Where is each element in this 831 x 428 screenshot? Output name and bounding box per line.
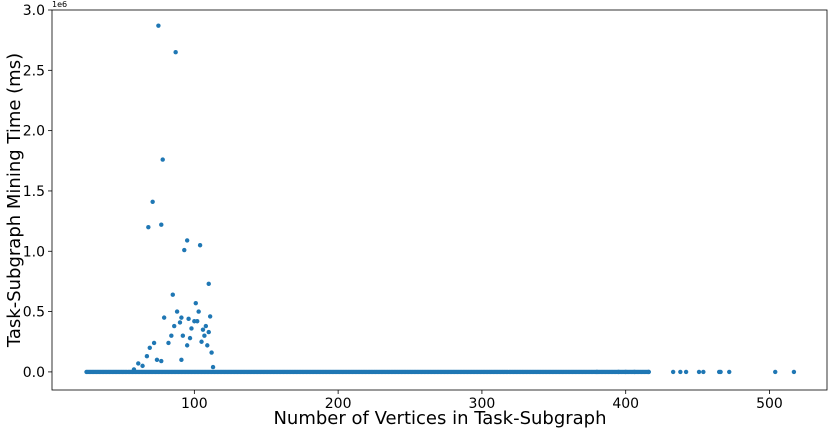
- data-point: [616, 369, 621, 375]
- data-point: [202, 333, 207, 338]
- y-axis-ticks: 0.0 0.5 1.0 1.5 2.0 2.5 3.0: [23, 3, 52, 381]
- x-axis-ticks: 100 200 300 400 500: [181, 390, 783, 412]
- y-tick-label: 2.0: [23, 124, 45, 140]
- data-point: [154, 357, 160, 363]
- data-point: [136, 361, 141, 366]
- data-point: [209, 350, 214, 355]
- x-tick-label: 200: [325, 396, 352, 412]
- y-tick-label: 1.5: [23, 184, 45, 200]
- data-point: [196, 309, 201, 314]
- y-offset-label: 1e6: [52, 0, 67, 9]
- data-point: [727, 369, 732, 375]
- data-point: [773, 369, 778, 375]
- y-tick-label: 1.0: [23, 244, 45, 260]
- data-point: [203, 323, 209, 329]
- data-point: [144, 354, 150, 359]
- data-point: [147, 345, 152, 350]
- data-point: [182, 247, 187, 253]
- data-point: [179, 357, 184, 363]
- data-point: [187, 335, 193, 341]
- y-tick-label: 2.5: [23, 63, 45, 79]
- data-point: [172, 323, 177, 329]
- data-point: [632, 369, 637, 375]
- data-point: [197, 243, 203, 248]
- data-point: [791, 369, 797, 375]
- data-point: [169, 333, 174, 338]
- y-tick-label: 0.0: [23, 365, 45, 381]
- data-point: [174, 309, 180, 314]
- data-point: [594, 369, 600, 375]
- data-point: [193, 300, 198, 306]
- x-tick-label: 400: [612, 396, 639, 412]
- data-point: [184, 343, 190, 348]
- data-point: [150, 199, 155, 205]
- data-point: [180, 333, 186, 338]
- y-axis-title: Task-Subgraph Mining Time (ms): [4, 53, 25, 348]
- data-point: [696, 369, 702, 375]
- data-point: [173, 50, 178, 55]
- data-point: [670, 369, 676, 375]
- y-tick-label: 0.5: [23, 305, 45, 321]
- data-point: [161, 315, 167, 320]
- data-point: [177, 320, 183, 325]
- data-point: [199, 339, 204, 344]
- data-point: [156, 23, 161, 28]
- y-tick-label: 3.0: [23, 3, 45, 19]
- data-point: [678, 369, 683, 375]
- data-point: [170, 292, 175, 297]
- data-point: [206, 329, 211, 335]
- data-point: [189, 326, 194, 331]
- x-tick-label: 100: [181, 396, 208, 412]
- x-tick-label: 500: [756, 396, 783, 412]
- data-point: [160, 157, 165, 162]
- data-point: [206, 281, 211, 287]
- x-tick-label: 300: [469, 396, 496, 412]
- data-point: [701, 369, 706, 375]
- data-point: [207, 314, 213, 319]
- data-point: [623, 369, 628, 375]
- plot-area: [51, 9, 828, 391]
- data-point: [200, 327, 206, 332]
- data-point: [205, 343, 210, 348]
- data-point: [195, 319, 200, 324]
- data-point: [146, 224, 151, 230]
- data-point: [159, 358, 164, 364]
- data-point: [683, 369, 689, 375]
- data-point: [210, 364, 216, 370]
- x-axis-title: Number of Vertices in Task-Subgraph: [273, 408, 606, 428]
- data-point: [718, 369, 723, 375]
- data-point: [131, 367, 137, 372]
- data-points: [84, 23, 797, 375]
- data-point: [179, 315, 184, 320]
- data-point: [140, 363, 145, 369]
- data-point: [186, 316, 191, 322]
- data-point: [159, 222, 164, 227]
- data-point: [166, 340, 171, 346]
- data-point: [646, 369, 651, 375]
- data-point: [151, 340, 157, 346]
- data-point: [184, 238, 190, 243]
